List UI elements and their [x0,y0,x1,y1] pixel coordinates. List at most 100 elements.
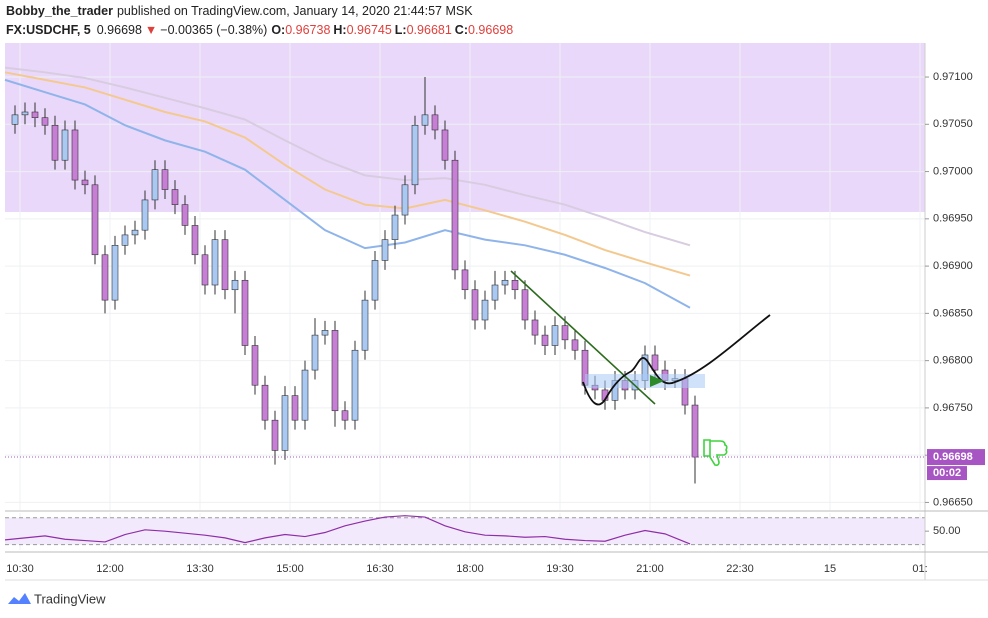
publish-line: Bobby_the_trader published on TradingView… [6,4,473,18]
x-tick-label: 21:00 [636,563,664,575]
candle-body [51,124,59,161]
c-label: C: [455,23,468,37]
o-label: O: [271,23,285,37]
candle-body [11,114,19,125]
candle-body [161,169,169,190]
candle-body [101,254,109,301]
last-price-box [927,449,985,466]
candle-body [151,169,159,201]
moving-average [4,71,691,277]
x-tick-label: 15:00 [276,563,304,575]
moving-average [4,78,691,309]
y-tick-label: 0.96850 [933,307,973,319]
resistance-zone [5,43,925,212]
candle-body [31,111,39,118]
candle-body [521,289,529,321]
candle-body [571,339,579,351]
x-tick-label: 22:30 [726,563,754,575]
y-tick-label: 0.97100 [933,71,973,83]
candle-body [261,384,269,421]
thumbs-down [703,439,728,466]
y-tick-label: 0.97050 [933,118,973,130]
candle-body [251,345,259,386]
candle-body [131,229,139,236]
candle-body [81,179,89,186]
x-tick-label: 12:00 [96,563,124,575]
candle-body [221,239,229,291]
x-tick-label: 10:30 [6,563,34,575]
candle-body [371,260,379,301]
candle-body [111,245,119,301]
change: −0.00365 (−0.38%) [160,23,267,37]
y-tick-label: 0.96800 [933,355,973,367]
x-tick-label: 13:30 [186,563,214,575]
axes: 10:30 12:00 13:30 15:00 16:30 18:00 19:30 21:00… [6,71,985,575]
candle-body [691,404,699,458]
candle-body [421,114,429,126]
legend-line: FX:USDCHF, 5 0.96698 ▼ −0.00365 (−0.38%) O:0… [6,23,513,37]
candle-body [461,269,469,291]
h-value: 0.96745 [347,23,392,37]
candle-body [381,239,389,261]
y-tick-label: 0.97000 [933,165,973,177]
candle-body [441,129,449,161]
candle-body [171,189,179,205]
brand: TradingView [34,591,106,606]
y-tick-label: 0.96750 [933,402,973,414]
candle-body [471,289,479,321]
candle-body [231,279,239,291]
l-label: L: [395,23,407,37]
x-tick-label: 16:30 [366,563,394,575]
candle-body [361,299,369,351]
candle-body [181,204,189,226]
last: 0.96698 [97,23,142,37]
change-arrow: ▼ [145,23,157,37]
moving-average [4,66,691,247]
published: published on TradingView.com, January 14… [117,4,473,18]
countdown-box [927,466,967,481]
author: Bobby_the_trader [6,4,113,18]
arrow [650,375,664,387]
y-tick-label: 0.96900 [933,260,973,272]
candle-body [141,199,149,231]
y-tick-label: 0.96650 [933,496,973,508]
h-label: H: [333,23,346,37]
candle-body [311,334,319,371]
candle-body [511,279,519,291]
candle-body [431,114,439,131]
candle-body [91,184,99,256]
candle-body [651,354,659,371]
symbol: FX:USDCHF, 5 [6,23,91,37]
c-value: 0.96698 [468,23,513,37]
candle-body [551,325,559,346]
last-price-label: 0.96698 [933,451,973,463]
candle-body [271,419,279,451]
candle-body [391,214,399,240]
y-tick-label: 50.00 [933,525,961,537]
candle-body [561,325,569,341]
trend-line [510,270,656,405]
rsi-band [5,517,925,545]
candle-body [531,319,539,336]
candle-body [451,159,459,271]
candle-body [21,111,29,116]
rsi-line [4,515,691,545]
l-value: 0.96681 [407,23,452,37]
candle-body [411,124,419,186]
candle-body [501,279,509,286]
o-value: 0.96738 [285,23,330,37]
candle-body [541,334,549,346]
countdown: 00:02 [933,467,961,479]
x-tick-label: 01: [912,563,927,575]
x-tick-label: 15 [824,563,836,575]
candle-body [201,254,209,286]
x-tick-label: 18:00 [456,563,484,575]
candle-body [241,279,249,346]
candle-body [191,225,199,256]
candle-body [71,129,79,181]
candle-body [281,395,289,451]
x-tick-label: 19:30 [546,563,574,575]
candle-body [211,239,219,286]
candle-body [301,369,309,421]
